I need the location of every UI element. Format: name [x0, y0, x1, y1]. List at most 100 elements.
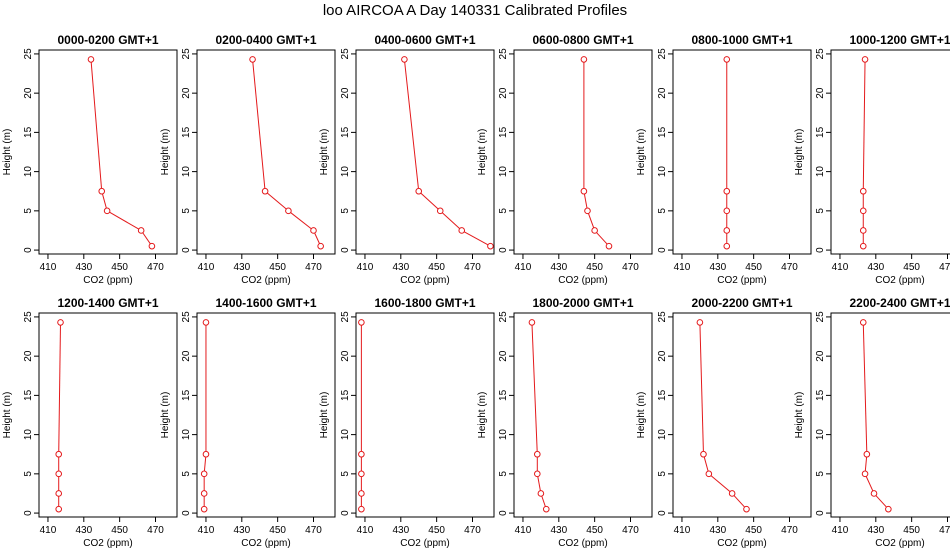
- profile-line-segment: [404, 62, 419, 189]
- data-point: [317, 242, 324, 250]
- profile-line-segment: [865, 476, 874, 492]
- data-point: [859, 187, 867, 195]
- y-tick-label: 20: [23, 87, 34, 99]
- plot-panel: 0400-0600 GMT+1 410 430 450 470 0 5 10 15 20 25 CO2…: [319, 33, 495, 286]
- x-tick-label: 430: [233, 525, 250, 536]
- y-tick-label: 0: [815, 510, 826, 516]
- y-tick-label: 25: [23, 311, 34, 323]
- y-axis-label: Height (m): [2, 392, 13, 439]
- y-tick-label: 0: [498, 247, 509, 253]
- y-tick-label: 5: [340, 208, 351, 214]
- panel-title: 1400-1600 GMT+1: [215, 296, 316, 310]
- panel-title: 2200-2400 GMT+1: [849, 296, 950, 310]
- data-point: [148, 242, 156, 250]
- data-point: [700, 450, 707, 458]
- y-tick-label: 0: [657, 247, 668, 253]
- y-tick-label: 20: [815, 87, 826, 99]
- x-tick-label: 410: [832, 262, 849, 273]
- data-point: [98, 187, 106, 195]
- y-tick-label: 20: [815, 350, 826, 362]
- x-axis-label: CO2 (ppm): [875, 538, 924, 549]
- x-tick-label: 430: [709, 525, 726, 536]
- y-tick-label: 5: [657, 471, 668, 477]
- y-tick-label: 15: [657, 389, 668, 401]
- data-point: [415, 187, 423, 195]
- y-tick-label: 20: [498, 87, 509, 99]
- y-tick-label: 10: [23, 166, 34, 178]
- y-axis-label: Height (m): [477, 392, 488, 439]
- plot-panel: 0200-0400 GMT+1 410 430 450 470 0 5 10 15 20 25 CO2…: [160, 33, 336, 286]
- panel-title: 1200-1400 GMT+1: [57, 296, 158, 310]
- y-tick-label: 10: [498, 429, 509, 441]
- y-tick-label: 10: [657, 166, 668, 178]
- data-point: [285, 207, 292, 215]
- data-point: [358, 319, 365, 326]
- x-tick-label: 410: [198, 525, 215, 536]
- x-axis-label: CO2 (ppm): [558, 275, 607, 286]
- profile-line-segment: [203, 456, 207, 472]
- plot-panel: 0800-1000 GMT+1 410 430 450 470 0 5 10 15 20 25 CO2…: [636, 33, 812, 286]
- y-tick-label: 10: [498, 166, 509, 178]
- data-point: [533, 470, 541, 478]
- profile-line-segment: [314, 232, 320, 244]
- x-axis-label: CO2 (ppm): [558, 538, 607, 549]
- x-tick-label: 450: [745, 262, 762, 273]
- plot-panel: 0600-0800 GMT+1 410 430 450 470 0 5 10 15 20 25 CO2…: [477, 33, 653, 286]
- data-point: [859, 319, 867, 326]
- y-tick-label: 25: [657, 48, 668, 60]
- data-point: [533, 450, 541, 458]
- plot-frame: [672, 312, 812, 518]
- data-point: [885, 505, 892, 513]
- y-tick-label: 10: [340, 429, 351, 441]
- profile-line-segment: [733, 495, 745, 508]
- x-tick-label: 430: [867, 262, 884, 273]
- x-tick-label: 470: [464, 262, 481, 273]
- profile-line-segment: [101, 193, 107, 209]
- panel-title: 1000-1200 GMT+1: [849, 33, 950, 47]
- y-tick-label: 5: [340, 471, 351, 477]
- x-axis-label: CO2 (ppm): [717, 275, 766, 286]
- panel-title: 2000-2200 GMT+1: [691, 296, 792, 310]
- y-tick-label: 20: [23, 350, 34, 362]
- y-tick-label: 15: [657, 126, 668, 138]
- data-point: [200, 505, 208, 513]
- data-point: [861, 56, 869, 63]
- data-point: [358, 470, 365, 478]
- data-point: [261, 187, 269, 195]
- data-point: [584, 207, 591, 215]
- x-tick-label: 470: [939, 262, 950, 273]
- data-point: [401, 56, 408, 63]
- x-axis-label: CO2 (ppm): [400, 275, 449, 286]
- plot-frame: [513, 49, 653, 255]
- data-point: [859, 227, 867, 234]
- plot-frame: [672, 49, 812, 255]
- x-tick-label: 410: [357, 525, 374, 536]
- profile-line-segment: [266, 192, 287, 210]
- x-tick-label: 410: [832, 525, 849, 536]
- plot-panel: 1200-1400 GMT+1 410 430 450 470 0 5 10 15 20 25 CO2…: [2, 296, 178, 549]
- x-tick-label: 450: [111, 525, 128, 536]
- x-tick-label: 450: [903, 262, 920, 273]
- plot-frame: [830, 312, 950, 518]
- data-point: [863, 450, 871, 458]
- y-tick-label: 15: [498, 126, 509, 138]
- y-tick-label: 25: [498, 48, 509, 60]
- y-tick-label: 0: [23, 247, 34, 253]
- plot-panel: 1000-1200 GMT+1 410 430 450 470 0 5 10 15 20 25 CO2…: [794, 33, 950, 286]
- x-tick-label: 470: [147, 262, 164, 273]
- y-tick-label: 10: [815, 166, 826, 178]
- data-point: [310, 227, 317, 234]
- data-point: [859, 242, 867, 250]
- x-tick-label: 450: [269, 262, 286, 273]
- y-tick-label: 10: [815, 429, 826, 441]
- data-point: [591, 227, 598, 234]
- x-tick-label: 470: [781, 262, 798, 273]
- y-axis-label: Height (m): [636, 392, 647, 439]
- y-tick-label: 0: [340, 510, 351, 516]
- y-tick-label: 25: [657, 311, 668, 323]
- y-tick-label: 25: [23, 48, 34, 60]
- y-tick-label: 0: [657, 510, 668, 516]
- data-point: [723, 227, 731, 234]
- plot-panel: 2000-2200 GMT+1 410 430 450 470 0 5 10 15 20 25 CO2…: [636, 296, 812, 549]
